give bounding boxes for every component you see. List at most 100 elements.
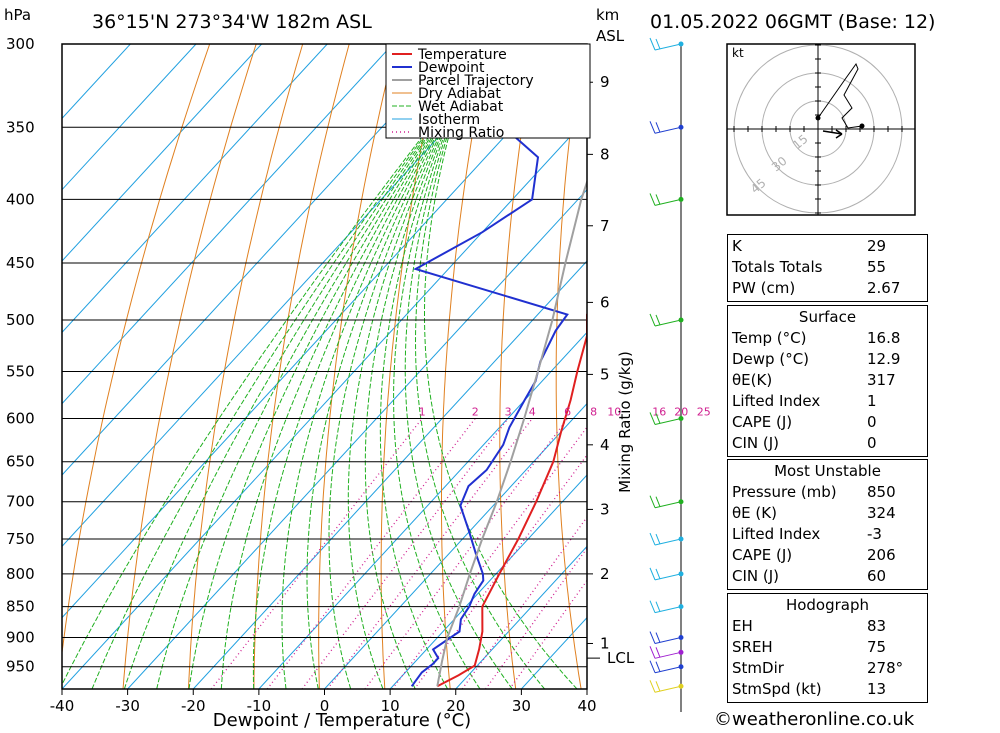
- mixing-ratio-line: [364, 418, 569, 689]
- pressure-tick-label: 500: [6, 311, 35, 329]
- general-indices-box: K 29 Totals Totals 55 PW (cm) 2.67: [727, 234, 928, 302]
- km-tick-label: 7: [600, 217, 610, 235]
- isotherm-line: [62, 44, 197, 191]
- legend-isotherm: Isotherm: [418, 112, 480, 128]
- wind-barb: [649, 660, 682, 674]
- dry-adiabat-line: [188, 44, 304, 689]
- mixing-ratio-label: 4: [529, 405, 536, 418]
- surface-index-value: 0: [867, 412, 877, 431]
- isotherm-line: [258, 331, 587, 689]
- hodo-index-value: 83: [867, 616, 887, 635]
- wet-adiabat-line: [404, 44, 513, 689]
- wind-barb: [649, 600, 682, 614]
- surface-index-value: 1: [867, 391, 877, 410]
- surface-index-label: Temp (°C): [732, 328, 807, 347]
- hodo-index-value: 13: [867, 679, 887, 698]
- wind-barb: [649, 37, 682, 51]
- hodo-index-value: 75: [867, 637, 887, 656]
- surface-index-value: 12.9: [867, 349, 901, 368]
- wet-adiabat-line: [347, 44, 485, 689]
- wind-barb: [649, 412, 682, 425]
- km-tick-label: 6: [600, 293, 610, 311]
- isotherm-line: [62, 44, 394, 405]
- unstable-index-label: Pressure (mb): [732, 482, 837, 501]
- legend-wet-adiabat: Wet Adiabat: [418, 99, 504, 115]
- pressure-tick-label: 550: [6, 362, 35, 380]
- mixing-ratio-label: 3: [505, 405, 512, 418]
- pressure-tick-label: 900: [6, 629, 35, 647]
- surface-index-value: 317: [867, 370, 896, 389]
- hodo-unit: kt: [732, 46, 744, 60]
- legend-dewpoint: Dewpoint: [418, 60, 485, 76]
- background-lines: [62, 44, 1000, 689]
- isotherm-line: [389, 474, 587, 689]
- mixing-ratio-label: 2: [472, 405, 479, 418]
- isotherm-line: [192, 260, 587, 689]
- mixing-ratio-labels: 1 2 3 4 6 8 10 16 20 25: [419, 405, 711, 418]
- km-tick-label: 8: [600, 145, 610, 163]
- surface-indices-box: Surface Temp (°C) 16.8 Dewp (°C) 12.9 θE(K) 3…: [727, 305, 928, 457]
- wet-adiabat-line: [188, 44, 491, 689]
- wind-barb: [649, 532, 682, 546]
- hodo-index-label: SREH: [732, 637, 773, 656]
- pressure-tick-label: 400: [6, 190, 35, 208]
- unstable-index-label: Lifted Index: [732, 524, 821, 543]
- surface-index-value: 16.8: [867, 328, 901, 347]
- wet-adiabat-line: [328, 44, 486, 689]
- dry-adiabat-line: [380, 44, 443, 689]
- mixing-ratio-label: 1: [419, 405, 426, 418]
- dry-adiabat-line: [62, 44, 211, 657]
- hodograph: kt 15 30 45: [726, 43, 916, 216]
- km-tick-label: 9: [600, 73, 610, 91]
- datetime-title: 01.05.2022 06GMT (Base: 12): [650, 11, 935, 33]
- isotherm-line: [62, 44, 459, 476]
- x-tick-label: -40: [50, 697, 75, 715]
- general-index-value: 2.67: [867, 278, 901, 297]
- isotherm-line: [455, 545, 587, 689]
- general-index-label: K: [732, 236, 742, 255]
- km-tick-label: 1: [600, 634, 610, 652]
- surface-index-value: 0: [867, 433, 877, 452]
- isotherm-line: [62, 44, 328, 334]
- surface-index-label: Dewp (°C): [732, 349, 810, 368]
- asl-unit: ASL: [596, 27, 625, 45]
- pressure-tick-label: 450: [6, 254, 35, 272]
- km-tick-label: 3: [600, 500, 610, 518]
- legend-mixing-ratio: Mixing Ratio: [418, 125, 504, 141]
- legend-parcel: Parcel Trajectory: [418, 73, 534, 89]
- wet-adiabat-line: [424, 44, 578, 689]
- unstable-index-value: -3: [867, 524, 882, 543]
- temperature-axis: -40 -30 -20 -10 0 10 20 30 40: [50, 689, 597, 715]
- height-axis: 1 2 3 4 5 6 7 8 9 LCL: [587, 73, 635, 667]
- mixing-ratio-label: 25: [697, 405, 711, 418]
- dry-adiabat-line: [954, 44, 1000, 689]
- mixing-ratio-label: 16: [652, 405, 666, 418]
- dry-adiabat-line: [441, 44, 490, 689]
- wet-adiabat-line: [220, 44, 490, 689]
- wind-barb: [649, 646, 682, 659]
- wet-adiabat-line: [123, 44, 493, 689]
- mixing-ratio-label: 6: [564, 405, 571, 418]
- wind-barbs: [649, 37, 684, 712]
- dry-adiabat-line: [555, 44, 583, 689]
- isotherm-line: [62, 46, 587, 619]
- pressure-tick-label: 650: [6, 453, 35, 471]
- pressure-tick-label: 300: [6, 35, 35, 53]
- x-tick-label: 20: [446, 697, 465, 715]
- wet-adiabat-line: [156, 44, 492, 689]
- general-index-label: PW (cm): [732, 278, 796, 297]
- x-axis-label: Dewpoint / Temperature (°C): [213, 710, 471, 731]
- general-index-value: 55: [867, 257, 887, 276]
- wet-adiabat-line: [281, 44, 488, 689]
- x-tick-label: 40: [577, 697, 596, 715]
- wind-barb: [649, 631, 682, 644]
- hodo-index-label: StmDir: [732, 658, 784, 677]
- wind-barb: [649, 567, 682, 581]
- unstable-index-label: CAPE (J): [732, 545, 793, 564]
- mixing-ratio-label: 8: [590, 405, 597, 418]
- km-tick-label: 4: [600, 436, 610, 454]
- series-temperature: [436, 312, 587, 688]
- x-tick-label: 10: [381, 697, 400, 715]
- mixing-ratio-axis-label: Mixing Ratio (g/kg): [616, 351, 634, 493]
